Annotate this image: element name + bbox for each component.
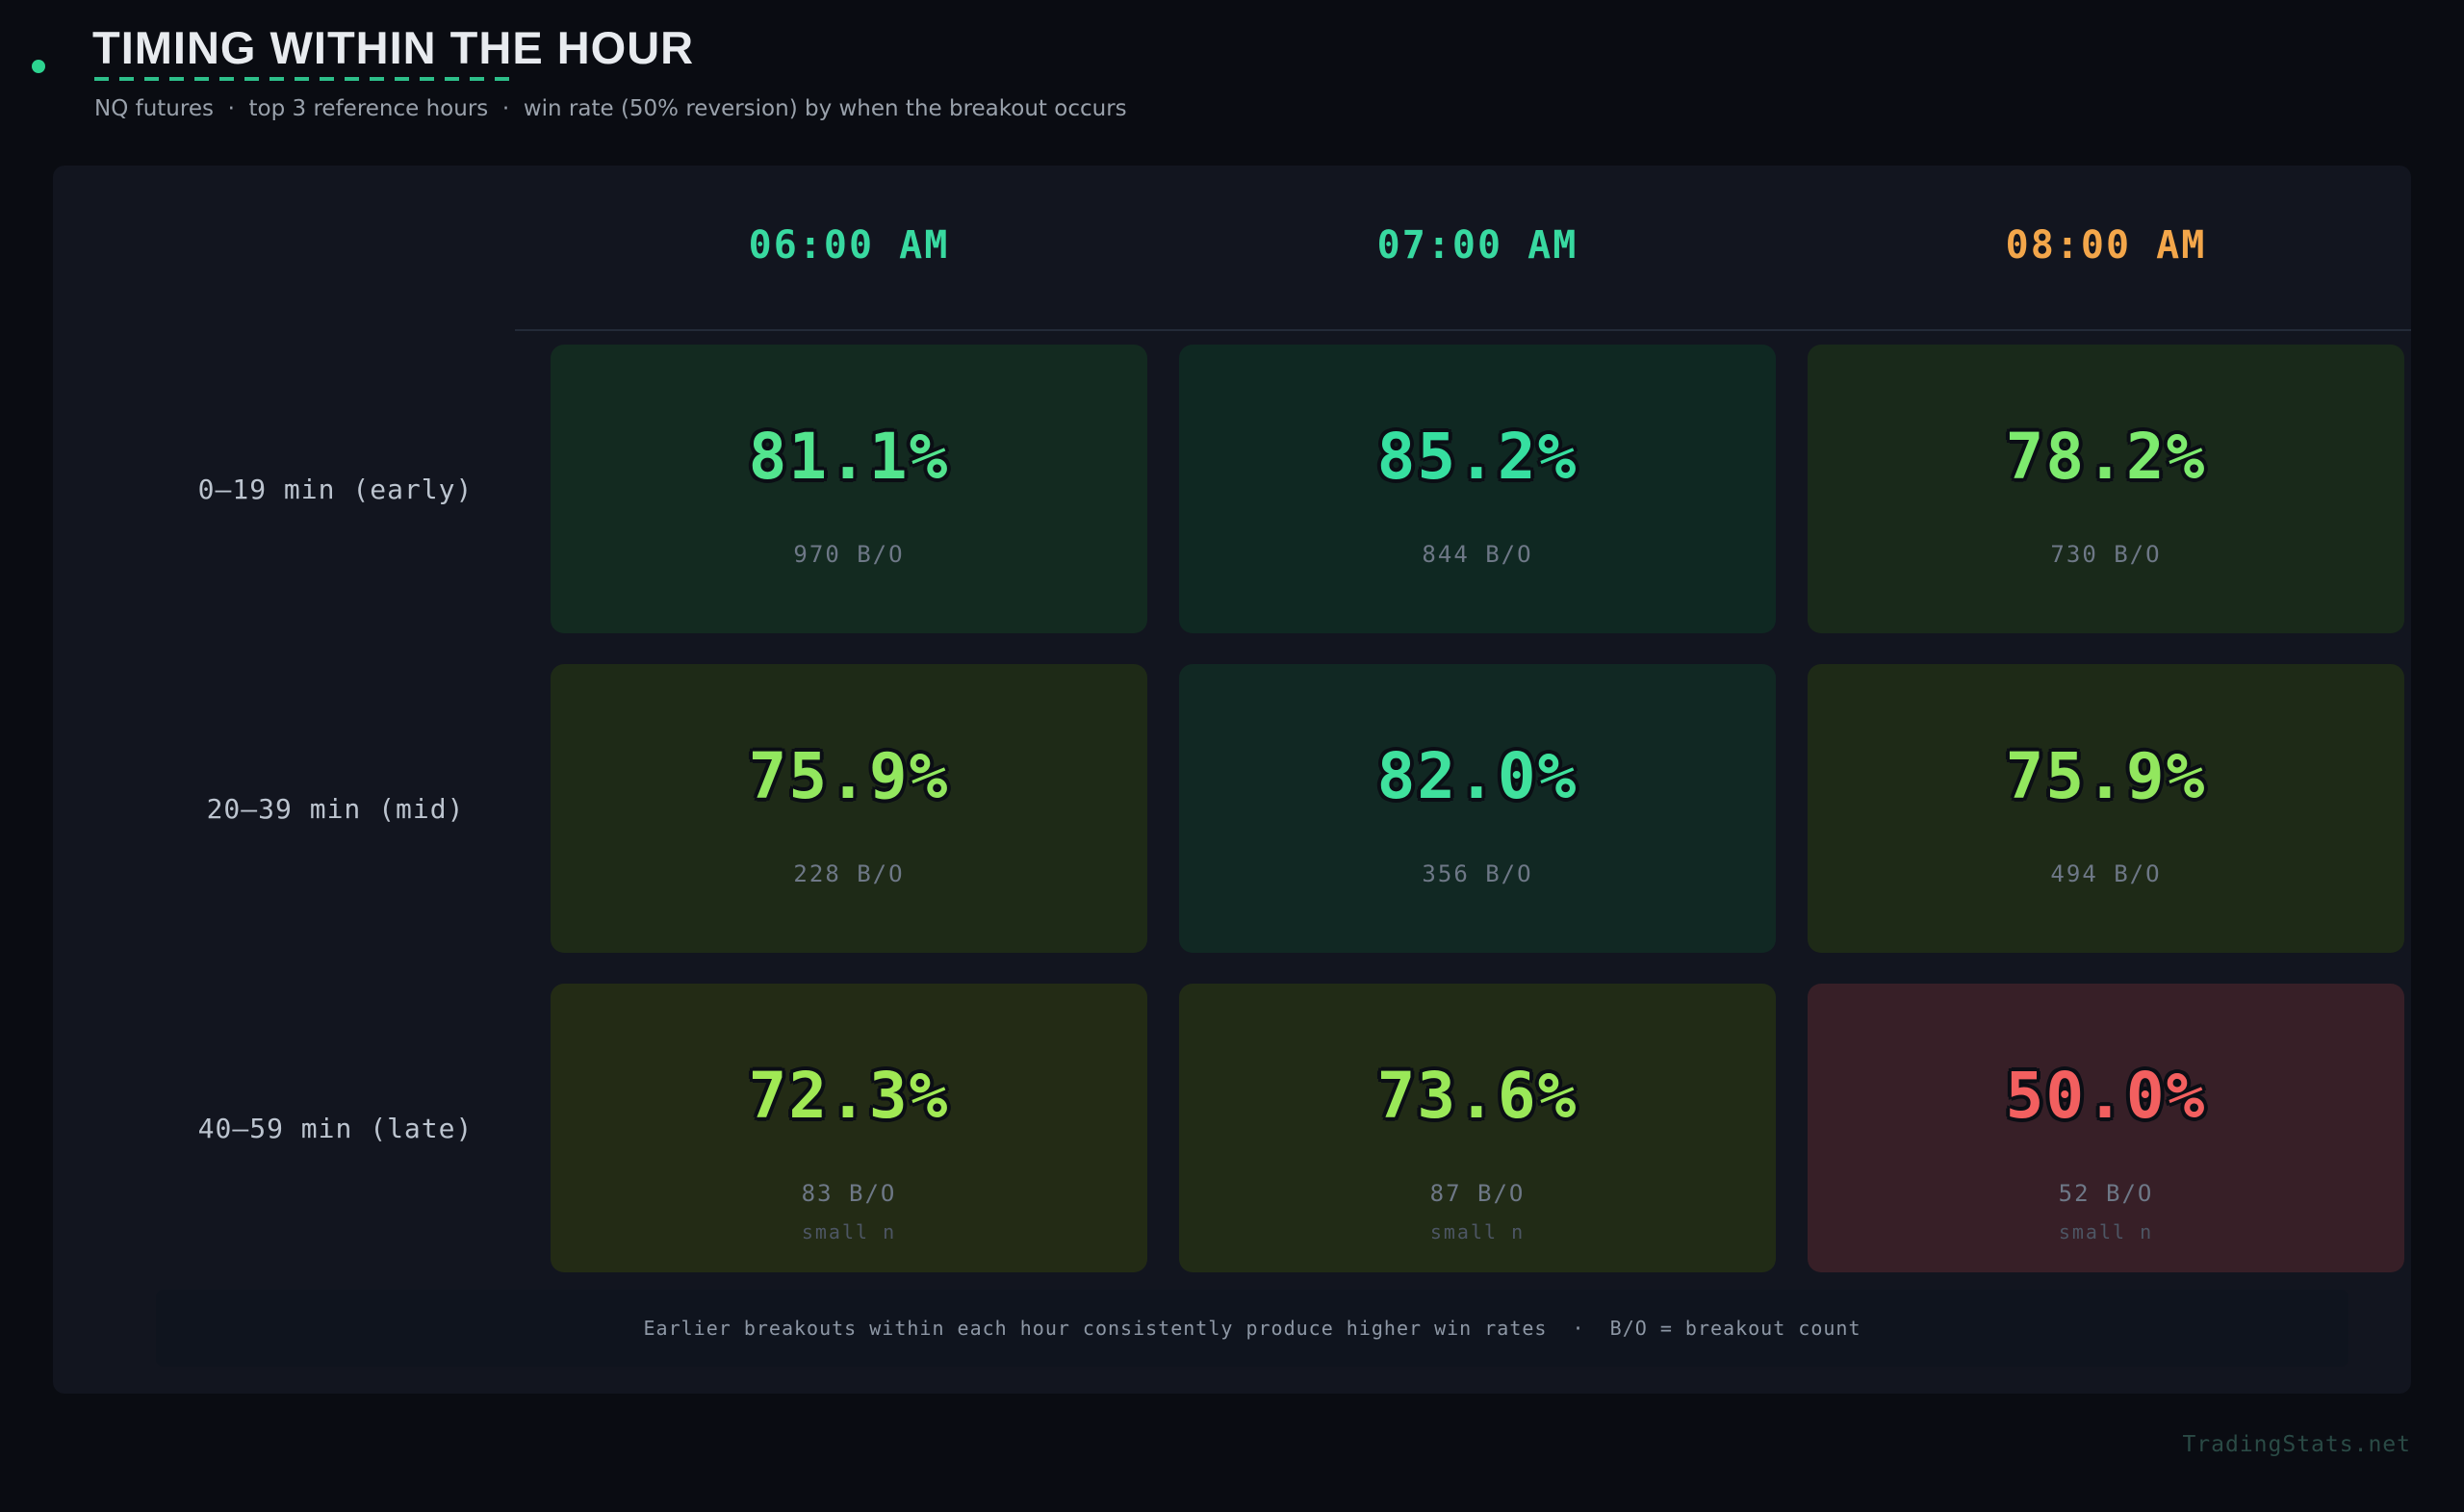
win-rate-value: 82.0% [1376,739,1578,813]
breakout-count: 356 B/O [1422,860,1533,887]
heatmap-cell: 50.0% 52 B/O small n [1808,984,2404,1272]
heatmap-cell: 81.1% 970 B/O [551,345,1147,633]
page-title: TIMING WITHIN THE HOUR [92,22,695,73]
win-rate-value: 85.2% [1376,420,1578,494]
breakout-count: 970 B/O [793,541,905,568]
heatmap-cell: 75.9% 228 B/O [551,664,1147,953]
win-rate-value: 78.2% [2005,420,2207,494]
row-label-mid: 20—39 min (mid) [206,792,465,825]
win-rate-value: 81.1% [748,420,950,494]
page-subtitle: NQ futures · top 3 reference hours · win… [94,96,1127,121]
win-rate-value: 73.6% [1376,1059,1578,1133]
row-label-late: 40—59 min (late) [197,1112,474,1144]
heatmap-cell: 72.3% 83 B/O small n [551,984,1147,1272]
win-rate-value: 50.0% [2005,1059,2207,1133]
watermark: TradingStats.net [2182,1432,2411,1457]
small-n-note: small n [1429,1220,1526,1243]
breakout-count: 83 B/O [801,1180,897,1207]
heatmap-cell: 73.6% 87 B/O small n [1179,984,1776,1272]
breakout-count: 87 B/O [1429,1180,1526,1207]
breakout-count: 844 B/O [1422,541,1533,568]
heatmap-cell: 78.2% 730 B/O [1808,345,2404,633]
column-header-0700: 07:00 AM [1376,223,1578,268]
heatmap-cell: 82.0% 356 B/O [1179,664,1776,953]
breakout-count: 730 B/O [2050,541,2162,568]
heatmap-cell: 85.2% 844 B/O [1179,345,1776,633]
column-header-0800: 08:00 AM [2005,223,2207,268]
small-n-note: small n [2058,1220,2154,1243]
breakout-count: 228 B/O [793,860,905,887]
breakout-count: 494 B/O [2050,860,2162,887]
win-rate-value: 75.9% [2005,739,2207,813]
heatmap-cell: 75.9% 494 B/O [1808,664,2404,953]
heatmap-panel: 06:00 AM 07:00 AM 08:00 AM 0—19 min (ear… [53,166,2411,1394]
column-header-0600: 06:00 AM [748,223,950,268]
header-separator [515,329,2411,331]
footer-note: Earlier breakouts within each hour consi… [643,1317,1861,1340]
footer-strip: Earlier breakouts within each hour consi… [156,1290,2348,1367]
title-underline [94,77,516,81]
win-rate-value: 75.9% [748,739,950,813]
bullet-icon [32,60,45,73]
breakout-count: 52 B/O [2058,1180,2154,1207]
win-rate-value: 72.3% [748,1059,950,1133]
row-label-early: 0—19 min (early) [197,473,474,505]
small-n-note: small n [801,1220,897,1243]
